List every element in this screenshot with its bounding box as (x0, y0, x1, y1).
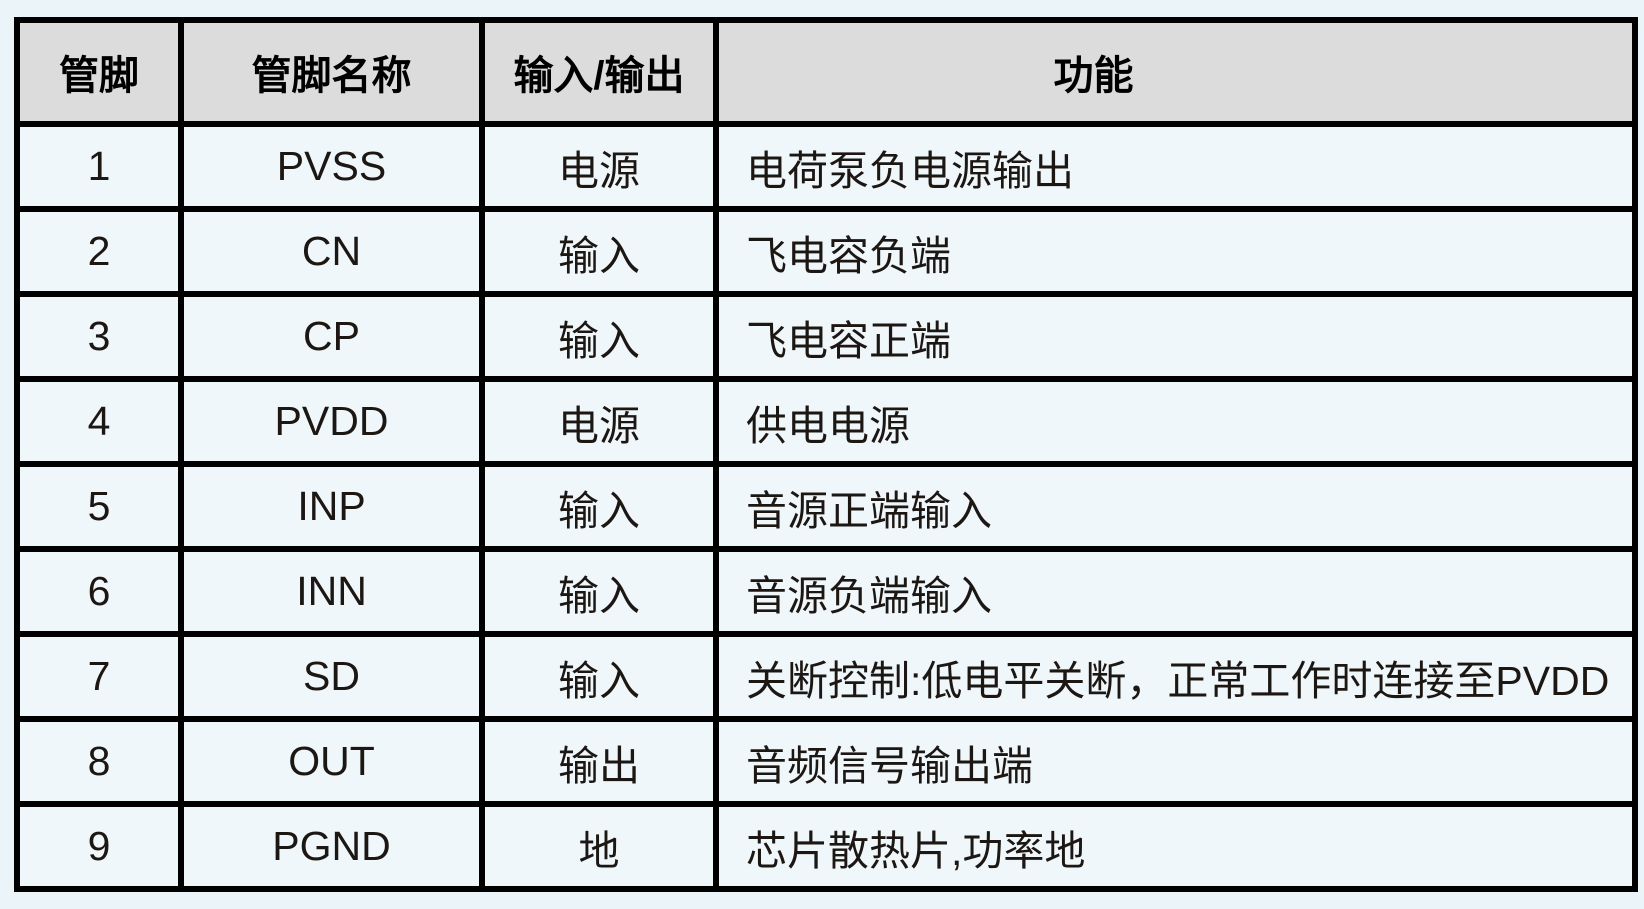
io-cell: 输入 (479, 291, 719, 382)
name-cell: CN (178, 206, 485, 297)
function-cell: 音源正端输入 (713, 461, 1638, 552)
table-row: 6 INN 输入 音源负端输入 (14, 546, 1638, 637)
header-row: 管脚 管脚名称 输入/输出 功能 (14, 17, 1638, 127)
pin-cell: 3 (14, 291, 184, 382)
table-row: 9 PGND 地 芯片散热片,功率地 (14, 801, 1638, 892)
io-cell: 输出 (479, 716, 719, 807)
table-header: 管脚 管脚名称 输入/输出 功能 (14, 17, 1638, 127)
name-cell: PVSS (178, 121, 485, 212)
function-cell: 音频信号输出端 (713, 716, 1638, 807)
column-header-name: 管脚名称 (178, 17, 485, 127)
name-cell: OUT (178, 716, 485, 807)
function-cell: 电荷泵负电源输出 (713, 121, 1638, 212)
column-header-io: 输入/输出 (479, 17, 719, 127)
function-cell: 飞电容正端 (713, 291, 1638, 382)
name-cell: PVDD (178, 376, 485, 467)
io-cell: 电源 (479, 121, 719, 212)
io-cell: 地 (479, 801, 719, 892)
pin-cell: 6 (14, 546, 184, 637)
table-row: 1 PVSS 电源 电荷泵负电源输出 (14, 121, 1638, 212)
pin-cell: 5 (14, 461, 184, 552)
name-cell: PGND (178, 801, 485, 892)
name-cell: INP (178, 461, 485, 552)
table-row: 8 OUT 输出 音频信号输出端 (14, 716, 1638, 807)
name-cell: INN (178, 546, 485, 637)
io-cell: 电源 (479, 376, 719, 467)
table-row: 2 CN 输入 飞电容负端 (14, 206, 1638, 297)
function-cell: 音源负端输入 (713, 546, 1638, 637)
table-body: 1 PVSS 电源 电荷泵负电源输出 2 CN 输入 飞电容负端 3 CP 输入… (14, 121, 1638, 892)
function-cell: 供电电源 (713, 376, 1638, 467)
table-row: 4 PVDD 电源 供电电源 (14, 376, 1638, 467)
io-cell: 输入 (479, 546, 719, 637)
pin-cell: 2 (14, 206, 184, 297)
pin-cell: 1 (14, 121, 184, 212)
name-cell: SD (178, 631, 485, 722)
name-cell: CP (178, 291, 485, 382)
pin-cell: 4 (14, 376, 184, 467)
function-cell: 飞电容负端 (713, 206, 1638, 297)
column-header-pin: 管脚 (14, 17, 184, 127)
table-row: 5 INP 输入 音源正端输入 (14, 461, 1638, 552)
io-cell: 输入 (479, 631, 719, 722)
table-row: 3 CP 输入 飞电容正端 (14, 291, 1638, 382)
function-cell: 关断控制:低电平关断，正常工作时连接至PVDD (713, 631, 1638, 722)
io-cell: 输入 (479, 206, 719, 297)
pin-function-table: 管脚 管脚名称 输入/输出 功能 1 PVSS 电源 电荷泵负电源输出 2 CN… (14, 17, 1638, 892)
function-cell: 芯片散热片,功率地 (713, 801, 1638, 892)
pin-cell: 7 (14, 631, 184, 722)
io-cell: 输入 (479, 461, 719, 552)
table-row: 7 SD 输入 关断控制:低电平关断，正常工作时连接至PVDD (14, 631, 1638, 722)
pin-cell: 9 (14, 801, 184, 892)
pin-cell: 8 (14, 716, 184, 807)
column-header-function: 功能 (713, 17, 1638, 127)
